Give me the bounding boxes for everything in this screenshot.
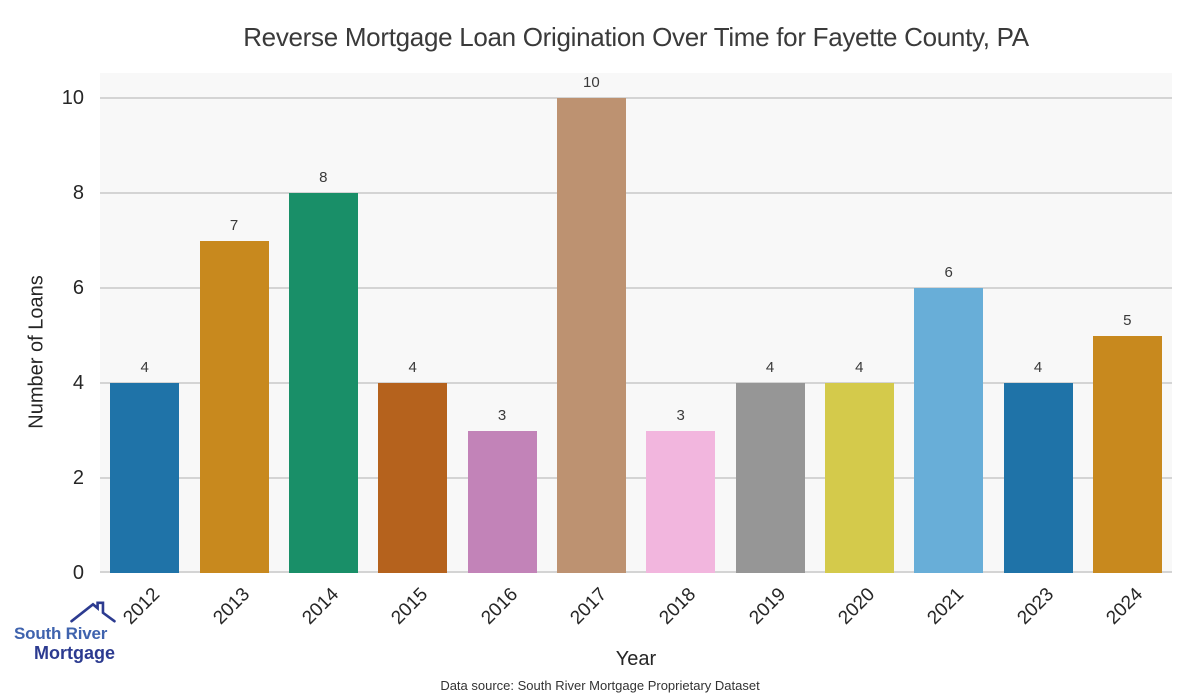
bar-2012 xyxy=(110,383,180,573)
bar-value-2016: 3 xyxy=(497,406,507,424)
company-logo: South River Mortgage xyxy=(14,600,134,664)
x-tick-2019: 2019 xyxy=(745,584,790,629)
x-axis-label: Year xyxy=(615,648,657,670)
gridline-y2 xyxy=(100,477,1172,480)
bar-value-2018: 3 xyxy=(676,406,685,424)
y-tick-0: 0 xyxy=(72,562,84,584)
bar-value-2021: 6 xyxy=(944,264,953,282)
bar-value-2020: 4 xyxy=(855,359,864,377)
logo-text-line2: Mortgage xyxy=(34,643,115,663)
bar-2020 xyxy=(824,383,894,573)
data-source-note: Data source: South River Mortgage Propri… xyxy=(440,678,760,693)
bar-value-2017: 10 xyxy=(582,74,600,92)
plot-area: 4 7 8 4 3 10 3 4 4 6 4 5 xyxy=(100,73,1172,573)
bar-2021 xyxy=(914,288,984,573)
x-tick-2014: 2014 xyxy=(298,584,344,629)
y-tick-2: 2 xyxy=(72,467,84,490)
gridline-y6 xyxy=(100,287,1172,290)
bar-value-2019: 4 xyxy=(765,359,775,377)
chart-title: Reverse Mortgage Loan Origination Over T… xyxy=(243,22,1029,52)
y-tick-8: 8 xyxy=(72,182,84,205)
x-tick-2024: 2024 xyxy=(1102,584,1148,629)
bar-value-2023: 4 xyxy=(1033,359,1043,377)
logo-text-line1: South River xyxy=(14,624,108,643)
bar-value-2015: 4 xyxy=(408,359,417,377)
gridline-y0 xyxy=(100,571,1172,573)
bar-value-2024: 5 xyxy=(1123,311,1132,329)
x-tick-2017: 2017 xyxy=(566,584,612,629)
bar-2013 xyxy=(199,240,269,573)
x-tick-2016: 2016 xyxy=(477,584,522,629)
bar-2016 xyxy=(467,430,537,573)
house-roof-icon xyxy=(70,601,116,623)
bar-2023 xyxy=(1003,383,1073,573)
bar-2017 xyxy=(556,98,626,573)
x-tick-2015: 2015 xyxy=(387,584,433,629)
bar-value-2013: 7 xyxy=(229,216,239,234)
bar-2019 xyxy=(735,383,805,573)
x-tick-2013: 2013 xyxy=(209,584,254,629)
x-tick-2023: 2023 xyxy=(1013,584,1058,629)
bar-value-2014: 8 xyxy=(319,169,328,187)
bar-2018 xyxy=(646,430,716,573)
gridline-y10 xyxy=(100,97,1172,100)
x-tick-2020: 2020 xyxy=(834,584,880,629)
gridline-y8 xyxy=(100,192,1172,195)
y-tick-6: 6 xyxy=(72,277,84,300)
x-tick-2021: 2021 xyxy=(923,584,969,629)
bar-2015 xyxy=(378,383,448,573)
bar-2014 xyxy=(288,193,358,573)
y-tick-10: 10 xyxy=(61,87,84,110)
bar-2024 xyxy=(1092,335,1162,573)
bar-value-2012: 4 xyxy=(140,359,149,377)
x-tick-2018: 2018 xyxy=(655,584,701,629)
gridline-y4 xyxy=(100,382,1172,385)
y-tick-4: 4 xyxy=(72,372,84,395)
